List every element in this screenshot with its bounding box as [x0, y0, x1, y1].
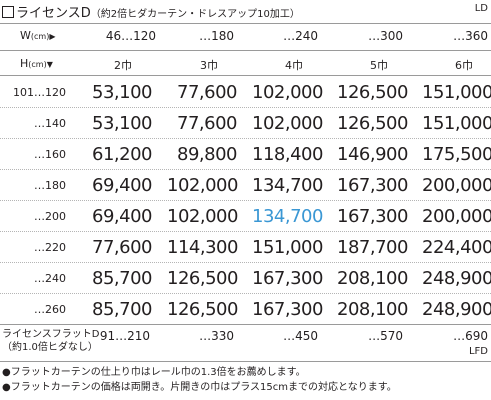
- price-cell: 89,800: [177, 144, 237, 165]
- price-cell: 126,500: [337, 82, 408, 103]
- price-cell: 53,100: [92, 113, 152, 134]
- haba-label: 4巾: [285, 59, 303, 72]
- height-range-label: …240: [34, 272, 66, 285]
- price-cell: 53,100: [92, 82, 152, 103]
- row-divider: [0, 200, 491, 201]
- price-cell: 61,200: [92, 144, 152, 165]
- footnotes: ●フラットカーテンの仕上り巾はレール巾の1.3倍をお薦めします。 ●フラットカー…: [2, 365, 397, 395]
- divider: [0, 23, 491, 24]
- price-cell: 114,300: [167, 237, 238, 258]
- price-cell: 69,400: [92, 175, 152, 196]
- haba-label: 3巾: [200, 59, 218, 72]
- price-cell: 167,300: [337, 206, 408, 227]
- product-code-top: LD: [474, 3, 488, 14]
- price-cell: 146,900: [337, 144, 408, 165]
- row-divider: [0, 169, 491, 170]
- divider: [0, 50, 491, 51]
- highlighted-price-cell: 134,700: [252, 206, 323, 227]
- row-divider: [0, 262, 491, 263]
- price-cell: 167,300: [252, 268, 323, 289]
- row-divider: [0, 293, 491, 294]
- price-cell: 77,600: [92, 237, 152, 258]
- square-icon: [2, 6, 14, 18]
- height-range-label: …220: [34, 241, 66, 254]
- haba-label: 6巾: [455, 59, 473, 72]
- divider: [0, 324, 491, 325]
- price-cell: 102,000: [252, 113, 323, 134]
- price-cell: 126,500: [167, 268, 238, 289]
- row-divider: [0, 231, 491, 232]
- height-header-label: H(cm)▼: [20, 57, 53, 70]
- price-cell: 248,900: [422, 268, 491, 289]
- height-range-label: 101…120: [13, 86, 66, 99]
- price-cell: 208,100: [337, 268, 408, 289]
- price-cell: 126,500: [167, 299, 238, 320]
- price-cell: 85,700: [92, 299, 152, 320]
- price-cell: 85,700: [92, 268, 152, 289]
- footnote: ●フラットカーテンの仕上り巾はレール巾の1.3倍をお薦めします。: [2, 367, 306, 378]
- row-divider: [0, 138, 491, 139]
- price-cell: 69,400: [92, 206, 152, 227]
- price-cell: 167,300: [337, 175, 408, 196]
- price-cell: 102,000: [167, 175, 238, 196]
- flat-width-range: …450: [283, 329, 318, 343]
- height-range-label: …260: [34, 303, 66, 316]
- price-cell: 248,900: [422, 299, 491, 320]
- product-code-bottom: LFD: [468, 346, 488, 357]
- price-cell: 151,000: [422, 82, 491, 103]
- width-header-label: W(cm)▶: [20, 29, 56, 42]
- price-cell: 151,000: [422, 113, 491, 134]
- width-range: …180: [199, 29, 234, 43]
- haba-label: 5巾: [370, 59, 388, 72]
- price-cell: 77,600: [177, 82, 237, 103]
- width-range: …300: [368, 29, 403, 43]
- flat-curtain-note: （約1.0倍ヒダなし）: [2, 342, 98, 353]
- height-range-label: …160: [34, 148, 66, 161]
- footnote: ●フラットカーテンの価格は両開き。片開きの巾はプラス15cmまでの対応となります…: [2, 382, 397, 393]
- flat-width-range: …330: [199, 329, 234, 343]
- flat-width-range: 91…210: [99, 329, 150, 343]
- price-cell: 118,400: [252, 144, 323, 165]
- width-range: 46…120: [105, 29, 156, 43]
- title-main: ライセンスD: [16, 6, 91, 21]
- title-subtitle: （約2倍ヒダカーテン・ドレスアップ10加工）: [90, 9, 300, 20]
- row-divider: [0, 107, 491, 108]
- price-cell: 224,400: [422, 237, 491, 258]
- price-cell: 200,000: [422, 175, 491, 196]
- haba-label: 2巾: [114, 59, 132, 72]
- width-range: …360: [453, 29, 488, 43]
- price-cell: 102,000: [167, 206, 238, 227]
- price-cell: 151,000: [252, 237, 323, 258]
- width-range: …240: [283, 29, 318, 43]
- flat-curtain-label: ライセンスフラットD （約1.0倍ヒダなし）: [2, 328, 100, 354]
- price-cell: 167,300: [252, 299, 323, 320]
- height-range-label: …200: [34, 210, 66, 223]
- flat-width-range: …690: [453, 329, 488, 343]
- price-cell: 187,700: [337, 237, 408, 258]
- height-range-label: …140: [34, 117, 66, 130]
- price-cell: 134,700: [252, 175, 323, 196]
- price-cell: 175,500: [422, 144, 491, 165]
- price-cell: 208,100: [337, 299, 408, 320]
- price-cell: 77,600: [177, 113, 237, 134]
- price-cell: 200,000: [422, 206, 491, 227]
- divider: [0, 361, 491, 362]
- price-cell: 126,500: [337, 113, 408, 134]
- flat-width-range: …570: [368, 329, 403, 343]
- divider: [0, 75, 491, 76]
- price-cell: 102,000: [252, 82, 323, 103]
- flat-curtain-name: ライセンスフラットD: [2, 329, 100, 340]
- table-title: ライセンスD（約2倍ヒダカーテン・ドレスアップ10加工）: [2, 2, 300, 21]
- height-range-label: …180: [34, 179, 66, 192]
